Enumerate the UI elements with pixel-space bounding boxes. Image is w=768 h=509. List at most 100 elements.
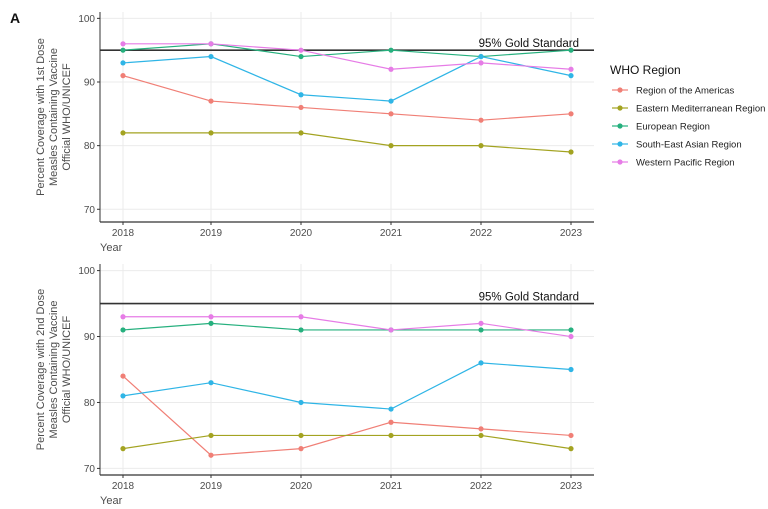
y-axis-title-line: Measles Containing Vaccine [48, 301, 60, 439]
data-point [568, 66, 574, 72]
y-tick-label: 80 [84, 398, 96, 409]
data-point [388, 98, 394, 104]
data-point [568, 47, 574, 53]
data-point [298, 446, 304, 452]
series-western-pacific-region [120, 41, 574, 72]
data-point [388, 327, 394, 333]
gold-standard-label: 95% Gold Standard [479, 292, 579, 304]
data-point [478, 327, 484, 333]
data-point [120, 327, 126, 333]
data-point [298, 53, 304, 60]
data-point [208, 380, 214, 386]
data-point [208, 432, 214, 439]
series-line [122, 434, 572, 450]
y-axis-title-line: Percent Coverage with 2nd Dose [35, 289, 47, 450]
x-tick-label: 2019 [200, 228, 223, 239]
data-point [120, 47, 126, 53]
data-point [208, 130, 214, 136]
data-point [568, 327, 574, 333]
series-line [122, 55, 572, 102]
data-point [298, 47, 304, 53]
data-point [120, 60, 126, 66]
gridlines [100, 12, 594, 222]
x-tick-label: 2021 [380, 481, 403, 492]
data-point [568, 366, 574, 373]
data-point [388, 406, 394, 412]
x-tick-label: 2018 [112, 481, 135, 492]
legend-label: Region of the Americas [636, 86, 734, 97]
data-point [298, 327, 304, 333]
legend-key-point [617, 123, 623, 129]
data-point [388, 66, 394, 72]
series-line [122, 322, 571, 331]
data-point [568, 73, 574, 79]
data-point [478, 320, 484, 326]
series-south-east-asian-region [120, 53, 574, 104]
y-tick-label: 70 [84, 464, 96, 475]
x-tick-label: 2018 [112, 228, 135, 239]
data-point [120, 73, 126, 79]
x-tick-label: 2023 [560, 228, 583, 239]
data-point [208, 452, 214, 458]
x-tick-label: 2020 [290, 481, 313, 492]
x-tick-label: 2021 [380, 228, 403, 239]
data-point [208, 320, 214, 326]
legend-key-point [617, 141, 623, 147]
data-point [120, 130, 126, 136]
chart-panel-1: 70 80 90 100 2018 2019 2020 2021 2022 2023 Year Per… [35, 12, 594, 254]
legend: WHO Region Region of the Americas Eastern … [610, 63, 765, 169]
data-point [120, 446, 126, 452]
data-point [120, 41, 126, 47]
series-western-pacific-region [120, 314, 574, 340]
data-point [298, 314, 304, 320]
series-south-east-asian-region [120, 360, 574, 412]
x-tick-label: 2022 [470, 228, 493, 239]
data-point [388, 419, 394, 425]
series-line [123, 316, 572, 338]
legend-item: Western Pacific Region [612, 158, 735, 169]
data-point [568, 432, 574, 439]
data-point [568, 111, 574, 117]
legend-key-point [617, 159, 623, 165]
legend-key-point [617, 105, 623, 111]
chart-panel-2: 70 80 90 100 2018 2019 2020 2021 2022 2023 Year Per… [35, 264, 594, 507]
legend-key-point [617, 87, 623, 93]
legend-title: WHO Region [610, 63, 681, 77]
y-tick-label: 80 [84, 141, 96, 152]
y-axis-title-line: Measles Containing Vaccine [48, 48, 60, 186]
data-point [478, 117, 484, 123]
series-eastern-mediterranean-region [120, 130, 574, 155]
legend-label: Eastern Mediterranean Region [636, 104, 765, 115]
y-tick-label: 70 [84, 205, 96, 216]
legend-item: Eastern Mediterranean Region [612, 104, 765, 115]
data-point [478, 426, 484, 432]
y-axis-title-line: Official WHO/UNICEF [61, 63, 73, 171]
series-line [122, 43, 572, 58]
data-point [298, 130, 304, 136]
data-point [568, 333, 574, 340]
y-axis-title-line: Official WHO/UNICEF [61, 316, 73, 424]
data-point [478, 432, 484, 439]
x-axis-title: Year [100, 242, 123, 254]
x-tick-label: 2023 [560, 481, 583, 492]
gold-standard-label: 95% Gold Standard [479, 38, 579, 50]
data-point [388, 111, 394, 117]
data-point [388, 432, 394, 439]
series-line [123, 132, 572, 153]
data-point [478, 53, 484, 60]
x-tick-label: 2022 [470, 481, 493, 492]
x-tick-label: 2019 [200, 481, 223, 492]
series-line [122, 75, 572, 121]
data-point [568, 446, 574, 452]
data-point [298, 92, 304, 98]
y-axis-title: Percent Coverage with 2nd Dose Measles Co… [35, 289, 73, 450]
data-point [478, 143, 484, 149]
legend-item: South-East Asian Region [612, 140, 742, 151]
data-point [298, 432, 304, 439]
data-point [120, 373, 126, 379]
legend-item: Region of the Americas [612, 86, 734, 97]
y-tick-label: 90 [84, 332, 96, 343]
data-point [478, 60, 484, 66]
legend-label: Western Pacific Region [636, 158, 735, 169]
panel-label: A [10, 10, 21, 26]
